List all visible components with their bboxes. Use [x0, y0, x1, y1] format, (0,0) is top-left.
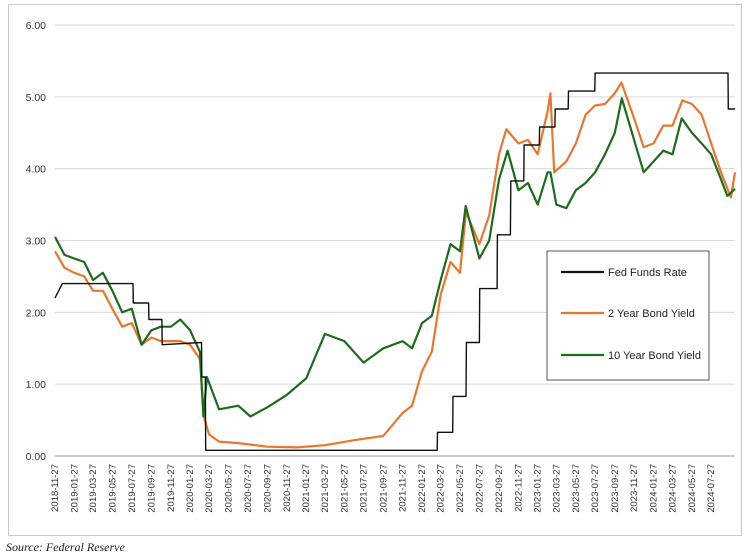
x-tick-label: 2022-03-27 — [436, 464, 447, 513]
x-tick-label: 2023-01-27 — [533, 464, 544, 513]
y-axis-tick-labels: 0.00 1.00 2.00 3.00 4.00 5.00 6.00 — [26, 20, 47, 463]
gridlines — [55, 24, 735, 457]
x-tick-label: 2022-01-27 — [417, 464, 428, 513]
x-tick-label: 2020-03-27 — [204, 464, 215, 513]
x-tick-label: 2022-07-27 — [474, 464, 485, 513]
x-tick-label: 2018-11-27 — [50, 464, 61, 512]
x-tick-label: 2021-05-27 — [339, 464, 350, 513]
x-tick-label: 2021-07-27 — [359, 464, 370, 513]
x-tick-label: 2024-01-27 — [648, 464, 659, 513]
y-tick-label: 0.00 — [26, 451, 47, 463]
x-tick-label: 2019-01-27 — [69, 464, 80, 513]
x-tick-label: 2020-05-27 — [223, 464, 234, 513]
y-tick-label: 3.00 — [26, 236, 47, 248]
legend-label-2-year-bond-yield: 2 Year Bond Yield — [608, 308, 695, 320]
x-tick-label: 2022-05-27 — [455, 464, 466, 513]
legend: Fed Funds Rate 2 Year Bond Yield 10 Year… — [546, 250, 710, 381]
x-tick-label: 2023-09-27 — [610, 464, 621, 513]
x-tick-label: 2022-09-27 — [494, 464, 505, 513]
y-tick-label: 6.00 — [26, 20, 47, 32]
x-tick-label: 2024-07-27 — [706, 464, 717, 513]
source-note: Source: Federal Reserve — [6, 540, 125, 554]
x-tick-label: 2019-07-27 — [127, 464, 138, 513]
x-tick-label: 2023-07-27 — [590, 464, 601, 513]
x-tick-label: 2021-03-27 — [320, 464, 331, 513]
x-tick-label: 2020-07-27 — [243, 464, 254, 513]
x-tick-label: 2020-09-27 — [263, 464, 274, 513]
x-axis-tick-labels: 2018-11-27 2019-01-27 2019-03-27 2019-05-27… — [50, 464, 717, 513]
x-tick-label: 2019-11-27 — [166, 464, 177, 512]
x-tick-label: 2024-03-27 — [668, 464, 679, 513]
x-tick-label: 2020-01-27 — [185, 464, 196, 513]
y-tick-label: 1.00 — [26, 379, 47, 391]
legend-label-fed-funds-rate: Fed Funds Rate — [608, 267, 687, 279]
x-tick-label: 2023-11-27 — [629, 464, 640, 512]
y-tick-label: 4.00 — [26, 164, 47, 176]
line-chart: 0.001.002.003.004.005.006.00 2018-11-27 2… — [26, 20, 737, 513]
x-tick-label: 2019-05-27 — [107, 464, 118, 513]
x-tick-label: 2021-11-27 — [398, 464, 409, 512]
y-tick-label: 2.00 — [26, 307, 47, 319]
x-tick-label: 2021-09-27 — [378, 464, 389, 513]
x-tick-label: 2020-11-27 — [282, 464, 293, 512]
y-tick-label: 5.00 — [26, 92, 47, 104]
series-line-10-year-bond-yield — [54, 97, 736, 418]
x-tick-label: 2021-01-27 — [301, 464, 312, 513]
x-tick-label: 2023-03-27 — [551, 464, 562, 513]
series-line-fed-funds-rate — [54, 72, 735, 451]
x-tick-label: 2019-03-27 — [88, 464, 99, 513]
chart-frame — [8, 4, 742, 536]
x-tick-label: 2024-05-27 — [687, 464, 698, 513]
series-line-2-year-bond-yield — [54, 81, 737, 449]
x-tick-label: 2019-09-27 — [146, 464, 157, 513]
legend-label-10-year-bond-yield: 10 Year Bond Yield — [608, 350, 701, 362]
x-tick-label: 2022-11-27 — [513, 464, 524, 512]
series-lines — [54, 72, 737, 451]
x-tick-label: 2023-05-27 — [571, 464, 582, 513]
